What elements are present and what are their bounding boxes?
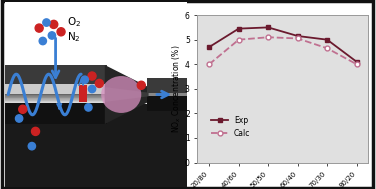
Circle shape [32, 127, 39, 136]
Ellipse shape [101, 76, 141, 113]
Exp [355, 61, 359, 63]
Circle shape [35, 24, 43, 32]
Exp [325, 39, 329, 41]
Circle shape [39, 37, 47, 45]
Circle shape [88, 72, 96, 80]
Circle shape [57, 28, 65, 36]
Circle shape [81, 76, 88, 83]
Calc [266, 36, 270, 38]
Line: Calc: Calc [207, 35, 359, 67]
Circle shape [19, 105, 27, 113]
FancyBboxPatch shape [5, 98, 107, 99]
Calc [237, 39, 241, 41]
FancyBboxPatch shape [5, 102, 107, 103]
Polygon shape [105, 65, 149, 124]
FancyBboxPatch shape [147, 96, 187, 111]
Exp [296, 35, 300, 37]
FancyBboxPatch shape [79, 85, 88, 102]
Circle shape [50, 20, 58, 29]
Circle shape [28, 143, 35, 150]
FancyBboxPatch shape [5, 94, 107, 95]
FancyBboxPatch shape [5, 101, 107, 102]
FancyBboxPatch shape [147, 78, 187, 93]
Text: O$_2$: O$_2$ [67, 16, 80, 29]
FancyBboxPatch shape [5, 102, 107, 124]
Exp [237, 28, 241, 30]
Circle shape [15, 115, 23, 122]
FancyBboxPatch shape [5, 2, 187, 104]
Calc [296, 37, 300, 40]
Calc [355, 63, 359, 65]
FancyBboxPatch shape [5, 99, 107, 100]
FancyBboxPatch shape [5, 84, 107, 94]
Exp [266, 26, 270, 29]
Circle shape [48, 32, 56, 39]
FancyBboxPatch shape [5, 97, 107, 98]
Legend: Exp, Calc: Exp, Calc [208, 113, 253, 141]
Line: Exp: Exp [207, 25, 359, 64]
Y-axis label: NO$_x$ Concentration (%): NO$_x$ Concentration (%) [171, 45, 183, 133]
Calc [207, 63, 211, 65]
Calc [325, 47, 329, 50]
Circle shape [96, 79, 103, 88]
FancyBboxPatch shape [147, 93, 187, 96]
Circle shape [85, 104, 92, 111]
FancyBboxPatch shape [5, 104, 187, 187]
FancyBboxPatch shape [5, 96, 107, 97]
FancyBboxPatch shape [5, 95, 107, 96]
Circle shape [43, 19, 50, 26]
FancyBboxPatch shape [5, 65, 107, 87]
Polygon shape [105, 87, 149, 102]
Exp [207, 46, 211, 48]
Circle shape [88, 85, 96, 93]
FancyBboxPatch shape [5, 100, 107, 101]
Text: N$_2$: N$_2$ [67, 30, 80, 44]
Circle shape [137, 81, 145, 89]
